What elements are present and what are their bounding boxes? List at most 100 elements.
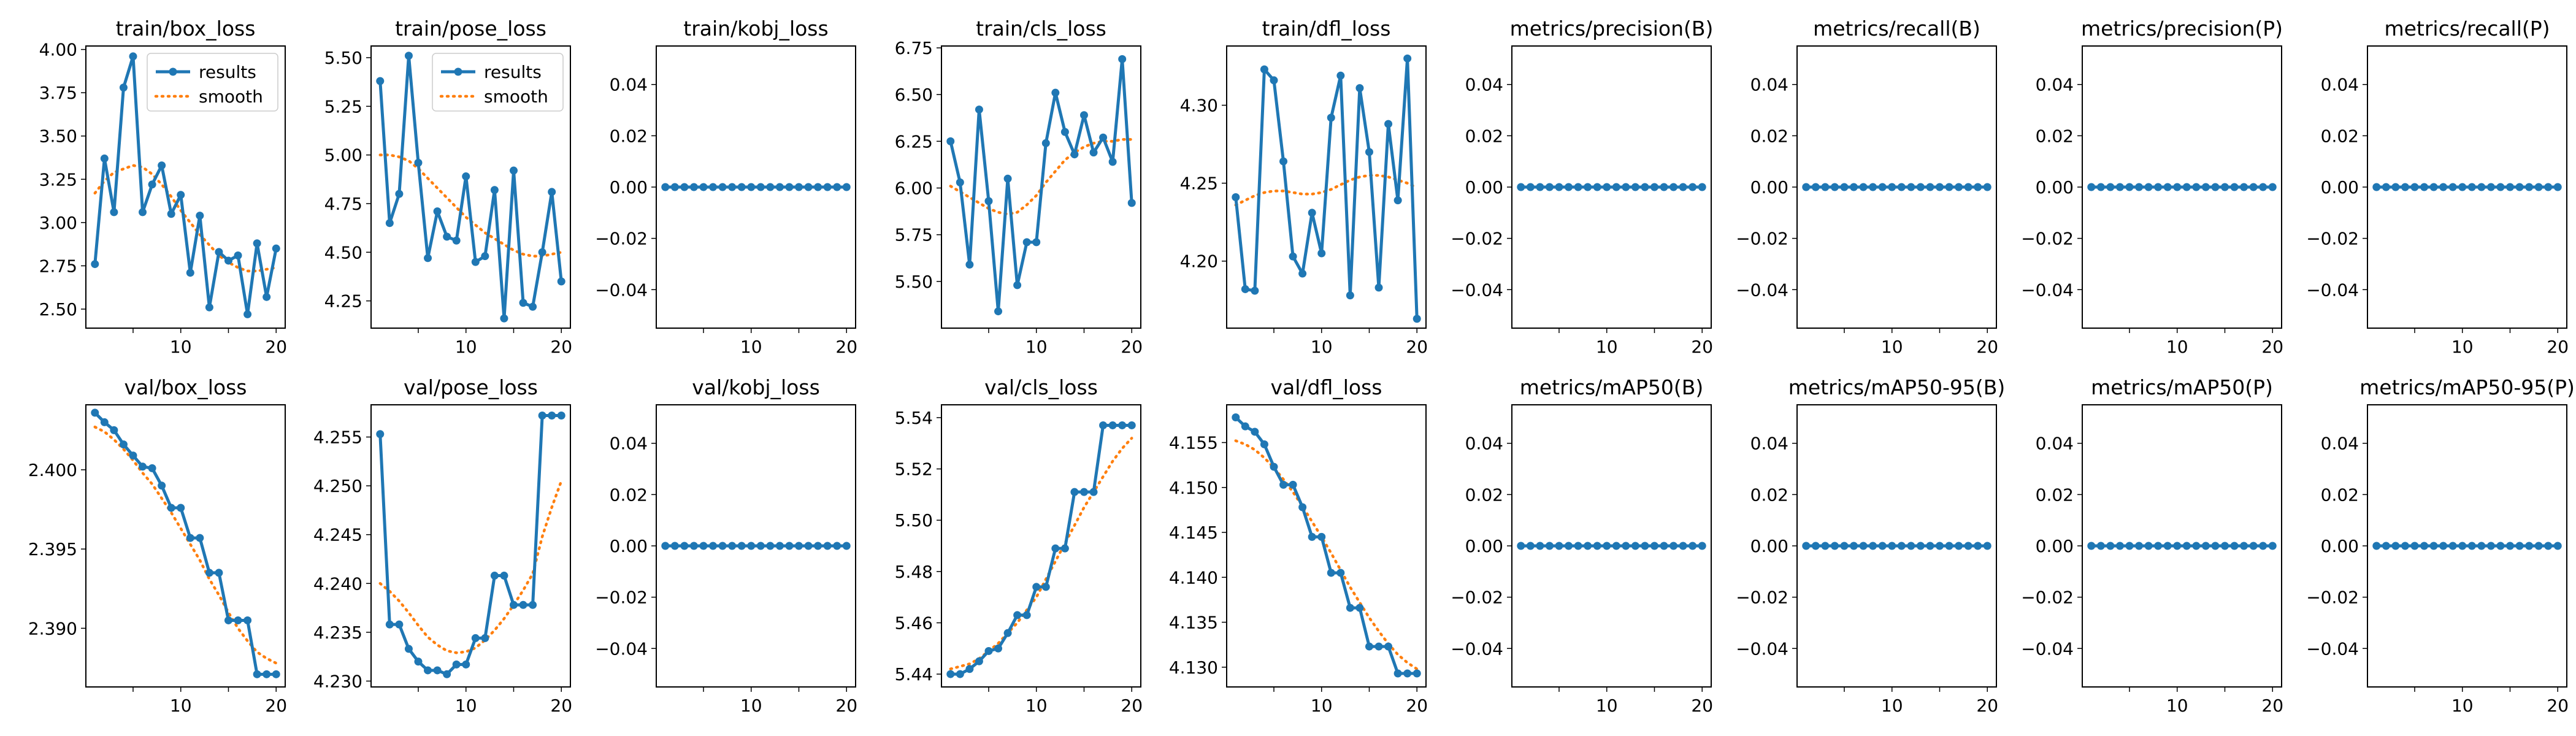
y-tick-label: 3.00 <box>39 213 77 233</box>
results-data-point <box>775 183 784 191</box>
results-data-point <box>385 620 394 629</box>
results-data-point <box>414 158 423 167</box>
results-data-point <box>661 542 670 550</box>
results-data-point <box>1051 544 1060 553</box>
results-data-point <box>1603 183 1611 191</box>
results-data-point <box>699 542 708 550</box>
results-data-point <box>2268 542 2277 550</box>
results-data-point <box>766 542 775 550</box>
results-data-point <box>833 183 841 191</box>
results-data-point <box>1830 183 1839 191</box>
results-data-point <box>471 258 480 266</box>
results-data-point <box>1403 54 1412 63</box>
results-data-point <box>1983 183 1991 191</box>
x-tick-label: 20 <box>1121 696 1143 716</box>
y-tick-label: 0.04 <box>610 75 648 95</box>
results-data-point <box>2182 542 2191 550</box>
x-tick-label: 20 <box>835 696 857 716</box>
y-tick-label: 0.02 <box>1750 126 1788 146</box>
x-tick-label: 10 <box>170 696 192 716</box>
results-data-point <box>2534 542 2543 550</box>
y-tick-label: 6.00 <box>895 178 933 199</box>
y-tick-label: 0.04 <box>1750 434 1788 454</box>
results-data-point <box>1669 542 1678 550</box>
results-data-point <box>224 256 232 265</box>
results-data-point <box>1821 183 1830 191</box>
results-data-point <box>680 183 689 191</box>
results-data-point <box>2249 183 2258 191</box>
results-data-point <box>385 219 394 228</box>
results-data-point <box>2486 542 2495 550</box>
subplot-train-dfl-loss: train/dfl_loss 4.20 4.25 4.30 10 20 <box>1180 17 1428 357</box>
results-data-point <box>1108 158 1117 166</box>
legend-results-marker <box>169 67 177 76</box>
results-data-point <box>1631 542 1639 550</box>
results-data-point <box>1830 542 1839 550</box>
axes-frame <box>1796 45 1997 329</box>
x-tick-label: 10 <box>1596 696 1618 716</box>
results-data-point <box>177 504 185 512</box>
results-data-point <box>224 616 232 624</box>
results-data-point <box>1669 183 1678 191</box>
axes-frame <box>1511 404 1712 688</box>
results-data-point <box>1317 249 1326 258</box>
results-data-point <box>718 542 727 550</box>
subplot-metrics-recall-p: metrics/recall(P) −0.04 −0.02 0.00 0.02 0.04 1… <box>2306 17 2569 357</box>
results-data-point <box>1565 542 1573 550</box>
results-series-line <box>94 412 277 676</box>
subplot-title: val/cls_loss <box>984 375 1098 399</box>
y-tick-label: −0.02 <box>2021 229 2074 249</box>
results-data-point <box>946 137 955 145</box>
results-data-point <box>2192 542 2201 550</box>
axes-frame <box>370 45 571 329</box>
results-data-point <box>1241 422 1249 431</box>
results-data-point <box>215 248 223 256</box>
subplot-title: metrics/precision(P) <box>2081 17 2283 40</box>
results-data-point <box>2135 183 2144 191</box>
results-data-point <box>1660 183 1668 191</box>
results-data-point <box>1916 542 1925 550</box>
results-data-point <box>2467 542 2476 550</box>
y-tick-label: 0.04 <box>1465 75 1503 95</box>
results-data-point <box>2125 542 2134 550</box>
results-data-point <box>110 426 118 434</box>
results-data-point <box>2259 542 2267 550</box>
results-data-point <box>1260 440 1268 448</box>
results-data-point <box>680 542 689 550</box>
results-data-point <box>2230 542 2239 550</box>
results-data-point <box>1355 604 1364 612</box>
results-data-point <box>196 212 204 220</box>
y-tick-label: −0.02 <box>595 229 648 249</box>
x-tick-label: 20 <box>265 337 287 357</box>
results-data-point <box>2268 183 2277 191</box>
results-data-point <box>1869 183 1877 191</box>
x-tick-label: 10 <box>2451 337 2474 357</box>
x-tick-label: 20 <box>1976 696 1998 716</box>
results-data-point <box>1802 183 1811 191</box>
axes-frame <box>1511 45 1712 329</box>
y-tick-label: 0.02 <box>1465 126 1503 146</box>
x-tick-label: 10 <box>2166 337 2188 357</box>
results-data-point <box>1289 480 1297 489</box>
results-data-point <box>167 504 175 512</box>
y-tick-label: 2.75 <box>39 256 77 276</box>
results-data-point <box>1536 542 1544 550</box>
results-data-point <box>984 646 993 655</box>
x-tick-label: 20 <box>550 337 572 357</box>
results-data-point <box>1089 488 1098 496</box>
y-tick-label: 2.395 <box>28 539 77 559</box>
results-data-point <box>1593 183 1601 191</box>
y-tick-label: 0.04 <box>610 434 648 454</box>
y-tick-label: 0.00 <box>1465 177 1503 197</box>
legend: results smooth <box>147 53 278 112</box>
results-data-point <box>2544 542 2553 550</box>
results-data-point <box>1897 542 1906 550</box>
results-data-point <box>1545 542 1554 550</box>
results-data-point <box>471 634 480 642</box>
results-data-point <box>490 186 499 194</box>
results-data-point <box>1897 183 1906 191</box>
results-data-point <box>1403 669 1412 678</box>
results-data-point <box>1584 542 1592 550</box>
axes-frame <box>1226 45 1427 329</box>
results-data-point <box>1041 583 1050 591</box>
